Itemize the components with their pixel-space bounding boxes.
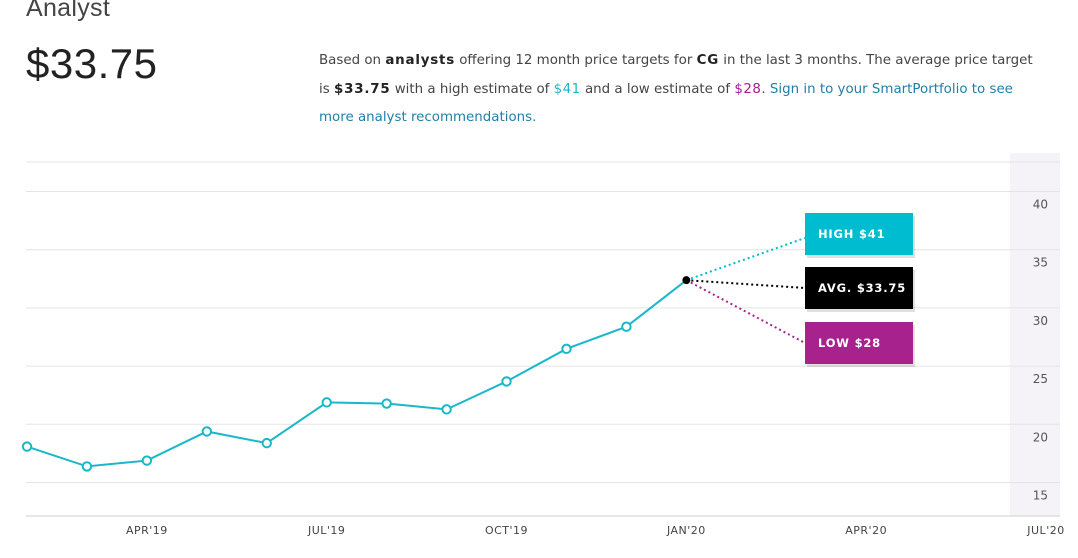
data-point (501, 376, 512, 387)
data-point (141, 455, 153, 466)
forecast-box-low (805, 322, 913, 364)
average-price-target: $33.75 (26, 40, 158, 87)
y-tick-label: 25 (1033, 372, 1048, 386)
smartportfolio-link[interactable]: Sign in to your SmartPortfolio to see mo… (319, 81, 1013, 126)
forecast-line-avg (686, 279, 806, 289)
x-tick-label: JAN'20 (666, 524, 706, 537)
summary-text: Based on (319, 53, 386, 68)
y-tick-label: 40 (1033, 198, 1048, 212)
data-point (561, 343, 572, 355)
data-point (441, 404, 452, 415)
summary-text: and a low estimate of (580, 81, 735, 97)
analyst-summary: Based on analysts offering 12 month pric… (319, 47, 1039, 133)
summary-text: with a high estimate of (390, 81, 554, 97)
summary-text: in the last 3 months. The average price … (319, 53, 1033, 97)
forecast-line-high (686, 237, 806, 282)
y-tick-label: 15 (1033, 489, 1048, 503)
summary-low: $28 (734, 81, 762, 97)
forecast-box-high (805, 213, 913, 255)
y-tick-label: 35 (1033, 256, 1048, 270)
data-point (81, 461, 93, 472)
forecast-label-avg: AVG. $33.75 (818, 281, 906, 295)
y-tick-label: 20 (1033, 430, 1048, 444)
data-point (621, 321, 632, 332)
data-point (321, 397, 332, 408)
y-tick-label: 30 (1033, 314, 1048, 328)
x-tick-label: JUL'19 (307, 524, 345, 537)
data-point (201, 426, 213, 437)
forecast-box-avg (805, 267, 913, 309)
summary-ticker: CG (696, 53, 719, 68)
data-point (21, 441, 33, 452)
x-tick-label: APR'19 (126, 524, 168, 537)
data-point (261, 437, 272, 449)
x-tick-label: JUL'20 (1026, 524, 1064, 537)
summary-average: $33.75 (333, 81, 391, 97)
summary-text: offering 12 month price targets for (454, 53, 697, 68)
forecast-origin-point (682, 276, 691, 285)
price-series-line (26, 279, 687, 468)
summary-text: . (761, 81, 770, 97)
data-point (381, 398, 392, 409)
forecast-label-high: HIGH $41 (818, 227, 885, 241)
projection-band (1010, 153, 1060, 516)
x-tick-label: OCT'19 (485, 524, 528, 537)
page-title: Analyst (26, 0, 111, 22)
summary-high: $41 (553, 81, 581, 97)
summary-analysts: analysts (385, 53, 455, 68)
price-target-chart: 15 20 25 30 35 40 APR'19 JUL'19 OCT'19 JAN'20 APR'… (21, 153, 1064, 537)
forecast-line-low (685, 279, 806, 344)
x-tick-label: APR'20 (845, 524, 887, 537)
forecast-label-low: LOW $28 (818, 336, 881, 350)
